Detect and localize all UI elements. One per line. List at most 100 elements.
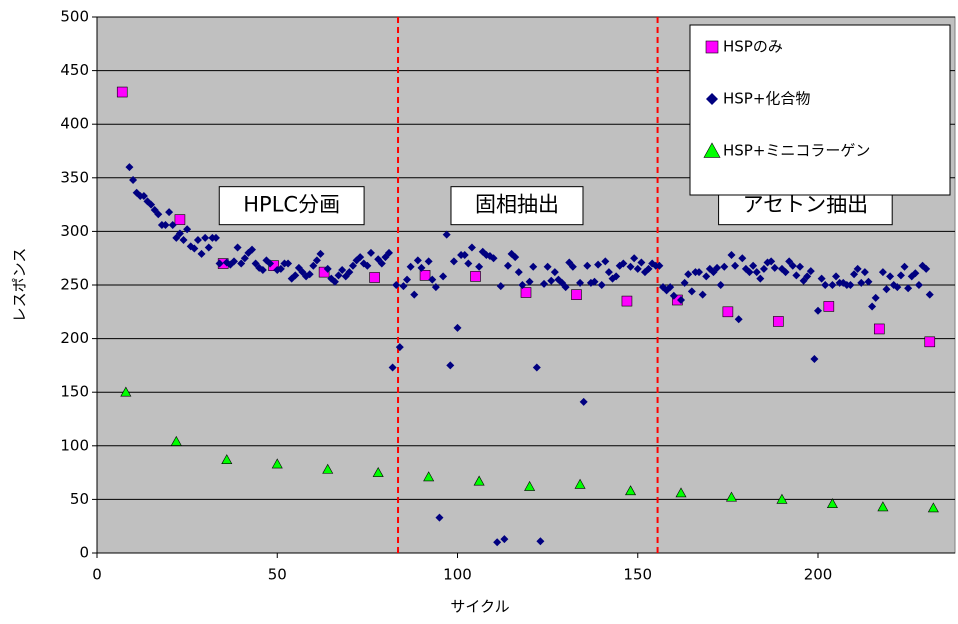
marker-diamond	[601, 257, 610, 266]
marker-square	[773, 316, 784, 327]
marker-triangle	[725, 491, 737, 502]
marker-diamond	[460, 250, 469, 259]
marker-diamond	[576, 278, 585, 287]
marker-diamond	[612, 272, 621, 281]
marker-diamond	[738, 254, 747, 263]
marker-diamond	[846, 281, 855, 289]
marker-diamond	[633, 264, 642, 273]
marker-triangle	[574, 478, 586, 489]
marker-diamond	[792, 271, 801, 280]
marker-square	[722, 306, 734, 318]
marker-diamond	[366, 248, 375, 257]
marker-diamond	[309, 261, 318, 270]
marker-diamond	[424, 257, 433, 266]
marker-diamond	[695, 268, 704, 277]
marker-diamond	[514, 268, 523, 277]
marker-diamond	[893, 283, 902, 292]
marker-diamond	[197, 249, 206, 258]
legend-box	[689, 24, 951, 196]
marker-diamond	[868, 302, 877, 311]
marker-triangle	[524, 480, 536, 491]
y-tick-label: 150	[60, 383, 89, 401]
marker-diamond	[356, 253, 365, 262]
marker-diamond	[129, 175, 138, 184]
marker-diamond	[183, 225, 192, 234]
marker-diamond	[655, 261, 664, 270]
marker-diamond	[475, 262, 484, 271]
marker-diamond	[291, 271, 300, 280]
y-tick-label: 450	[60, 61, 89, 79]
x-tick-label: 50	[268, 566, 287, 584]
y-axis-label: レスポンス	[11, 248, 29, 323]
marker-diamond	[810, 354, 819, 363]
marker-diamond	[503, 261, 512, 270]
marker-diamond	[727, 250, 736, 259]
marker-diamond	[193, 235, 202, 244]
marker-triangle	[423, 471, 435, 482]
marker-diamond	[237, 259, 246, 268]
marker-diamond	[334, 271, 343, 280]
marker-diamond	[731, 261, 740, 270]
y-tick-label: 400	[60, 115, 89, 133]
marker-diamond	[925, 290, 934, 299]
marker-diamond	[493, 538, 502, 547]
marker-diamond	[312, 256, 321, 265]
marker-diamond	[713, 263, 722, 272]
x-tick-label: 150	[623, 566, 652, 584]
legend-label: HSP+ミニコラーゲン	[723, 142, 870, 160]
marker-diamond	[266, 259, 275, 268]
marker-diamond	[568, 262, 577, 271]
marker-triangle	[322, 463, 334, 474]
marker-diamond	[190, 244, 199, 253]
y-tick-label: 0	[79, 544, 89, 562]
x-tick-label: 100	[443, 566, 472, 584]
marker-diamond	[215, 259, 224, 268]
marker-diamond	[363, 261, 372, 270]
marker-square	[621, 295, 633, 307]
marker-diamond	[442, 230, 451, 239]
marker-diamond	[756, 274, 765, 283]
marker-diamond	[864, 277, 873, 286]
marker-triangle	[271, 458, 283, 469]
annotation: 固相抽出	[475, 193, 559, 217]
marker-square	[823, 301, 835, 312]
marker-diamond	[795, 262, 804, 271]
marker-diamond	[467, 243, 476, 252]
marker-diamond	[590, 277, 599, 286]
marker-diamond	[125, 163, 134, 172]
marker-diamond	[201, 233, 210, 242]
marker-diamond	[240, 254, 249, 263]
marker-diamond	[759, 264, 768, 273]
y-tick-label: 500	[60, 8, 89, 26]
marker-diamond	[446, 361, 455, 370]
marker-diamond	[428, 275, 437, 284]
marker-square	[174, 214, 186, 225]
marker-diamond	[305, 270, 314, 279]
marker-diamond	[677, 296, 686, 305]
marker-diamond	[871, 293, 880, 302]
marker-diamond	[583, 261, 592, 270]
marker-diamond	[882, 285, 891, 294]
marker-diamond	[828, 281, 837, 289]
x-tick-label: 200	[804, 566, 833, 584]
marker-diamond	[886, 272, 895, 281]
marker-diamond	[431, 283, 440, 292]
marker-diamond	[698, 290, 707, 299]
marker-diamond	[853, 264, 862, 273]
marker-diamond	[536, 537, 545, 546]
marker-diamond	[922, 264, 931, 273]
marker-diamond	[720, 262, 729, 271]
marker-diamond	[900, 262, 909, 271]
marker-diamond	[229, 257, 238, 266]
marker-diamond	[532, 363, 541, 372]
marker-diamond	[684, 270, 693, 279]
marker-diamond	[348, 261, 357, 270]
marker-diamond	[395, 343, 404, 352]
marker-diamond	[630, 254, 639, 263]
marker-diamond	[687, 287, 696, 296]
marker-diamond	[896, 271, 905, 280]
marker-diamond	[734, 315, 743, 324]
legend-label: HSP+化合物	[723, 90, 810, 108]
marker-diamond	[233, 243, 242, 252]
marker-diamond	[594, 260, 603, 269]
